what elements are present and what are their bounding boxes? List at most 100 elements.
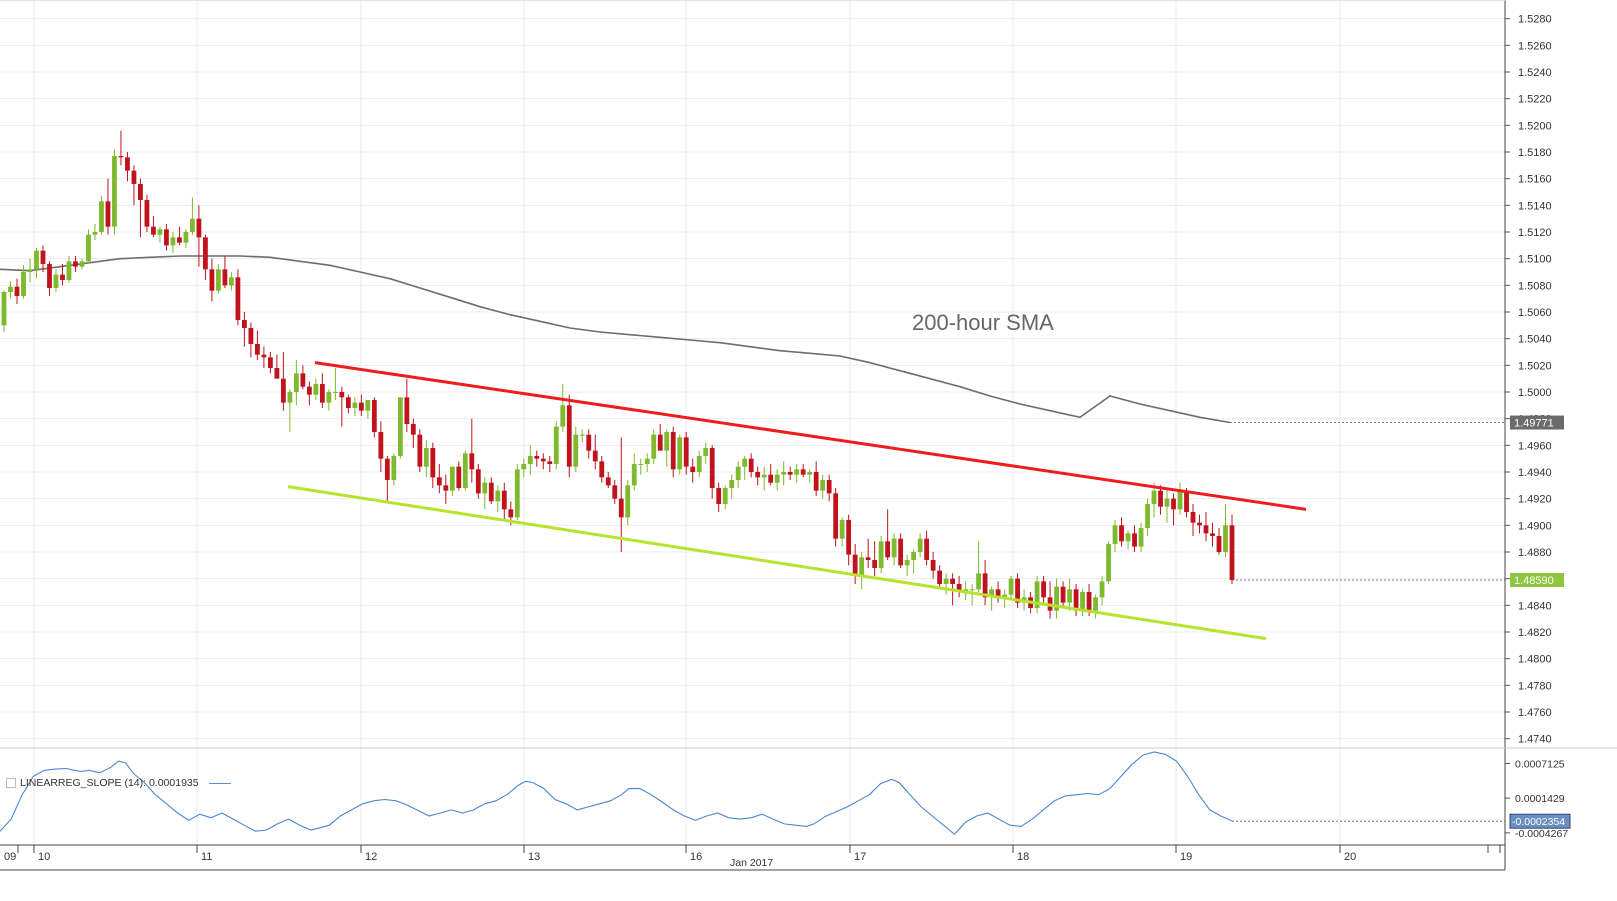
candle <box>319 373 325 408</box>
candle <box>1210 522 1215 547</box>
candle <box>66 256 72 283</box>
candle <box>1190 504 1196 536</box>
candle <box>131 165 137 206</box>
candle <box>475 464 481 499</box>
candle-body <box>670 432 676 470</box>
candle-body <box>774 474 780 483</box>
price-tick-label: 1.4780 <box>1518 680 1552 692</box>
x-tick-label: 19 <box>1180 851 1192 863</box>
candle <box>657 424 663 451</box>
candle-body <box>1210 533 1215 536</box>
price-tick-label: 1.5000 <box>1518 387 1552 399</box>
candle <box>651 429 657 464</box>
price-tick-label: 1.5140 <box>1518 200 1552 212</box>
candle <box>774 469 780 491</box>
candle <box>956 576 962 598</box>
candle <box>521 458 527 478</box>
candle <box>729 474 735 499</box>
candle-body <box>131 170 137 184</box>
candle-body <box>339 392 345 398</box>
candle-body <box>761 474 767 478</box>
candle <box>989 586 994 611</box>
candle-body <box>1223 525 1228 552</box>
indicator-legend[interactable]: LINEARREG_SLOPE (14): 0.0001935 <box>6 777 231 789</box>
indicator-legend-text: LINEARREG_SLOPE (14): 0.0001935 <box>20 777 199 789</box>
candle <box>287 389 293 432</box>
candle <box>293 360 299 406</box>
x-tick-label: 18 <box>1017 851 1029 863</box>
candle <box>157 226 163 243</box>
candle-body <box>190 218 195 232</box>
candle-body <box>566 405 572 467</box>
candle-body <box>378 432 384 459</box>
candle <box>573 426 579 472</box>
candle <box>644 453 650 472</box>
candle <box>40 245 46 272</box>
candle <box>670 426 676 478</box>
candle <box>254 330 260 360</box>
candle <box>229 272 234 291</box>
candle <box>605 472 611 488</box>
candle <box>638 458 644 475</box>
candle <box>209 258 215 302</box>
candle <box>1054 578 1059 619</box>
candle-body <box>573 434 579 467</box>
sma-value-tag-bg <box>1510 415 1564 430</box>
candle <box>125 152 130 182</box>
sma-value-tag: 1.49771 <box>1510 415 1564 430</box>
sma-annotation: 200-hour SMA <box>912 310 1054 335</box>
candle-body <box>1080 592 1085 611</box>
indicator-value-tag-bg <box>1509 813 1571 829</box>
price-tick-label: 1.5200 <box>1518 120 1552 132</box>
indicator-toggle-icon[interactable] <box>6 778 16 788</box>
candle-body <box>885 541 891 558</box>
candle-body <box>313 384 319 395</box>
indicator-value-tag-text: -0.0002354 <box>1512 816 1565 828</box>
candle <box>47 261 52 296</box>
candle <box>982 560 988 606</box>
candle-body <box>625 485 631 518</box>
candle <box>1132 525 1137 552</box>
candle <box>1041 576 1046 606</box>
candle-body <box>924 538 930 560</box>
candle-body <box>196 218 202 238</box>
candle-body <box>514 469 520 518</box>
candle-body <box>794 469 800 475</box>
candle <box>267 352 273 374</box>
candle <box>14 278 20 304</box>
candle-body <box>1171 498 1176 510</box>
candle-body <box>742 458 748 467</box>
candle <box>190 197 195 235</box>
candle <box>391 453 397 486</box>
candle-body <box>319 384 325 403</box>
candle-body <box>92 232 98 235</box>
candle <box>456 461 462 491</box>
price-tick-label: 1.5120 <box>1518 227 1552 239</box>
candle <box>865 538 871 568</box>
candle-body <box>1119 525 1124 542</box>
candle-body <box>430 448 436 478</box>
candle <box>1008 576 1014 600</box>
candle <box>820 474 826 499</box>
candle-body <box>703 448 709 456</box>
candle <box>547 456 553 472</box>
candle-body <box>807 472 813 475</box>
candle-body <box>1177 490 1183 510</box>
candle <box>449 466 455 496</box>
candle <box>410 418 416 448</box>
candle <box>872 541 878 576</box>
candle-body <box>937 570 943 584</box>
candle <box>878 536 884 574</box>
candle <box>807 469 813 483</box>
candle-body <box>99 201 104 232</box>
candle-body <box>612 485 618 499</box>
candle <box>800 464 806 478</box>
candle <box>852 544 858 584</box>
candle <box>1223 504 1228 558</box>
candle-body <box>605 477 611 486</box>
candle <box>1060 581 1066 608</box>
candle <box>826 474 832 502</box>
candle <box>378 421 384 472</box>
candle-body <box>989 589 994 598</box>
candle-body <box>1 292 7 326</box>
